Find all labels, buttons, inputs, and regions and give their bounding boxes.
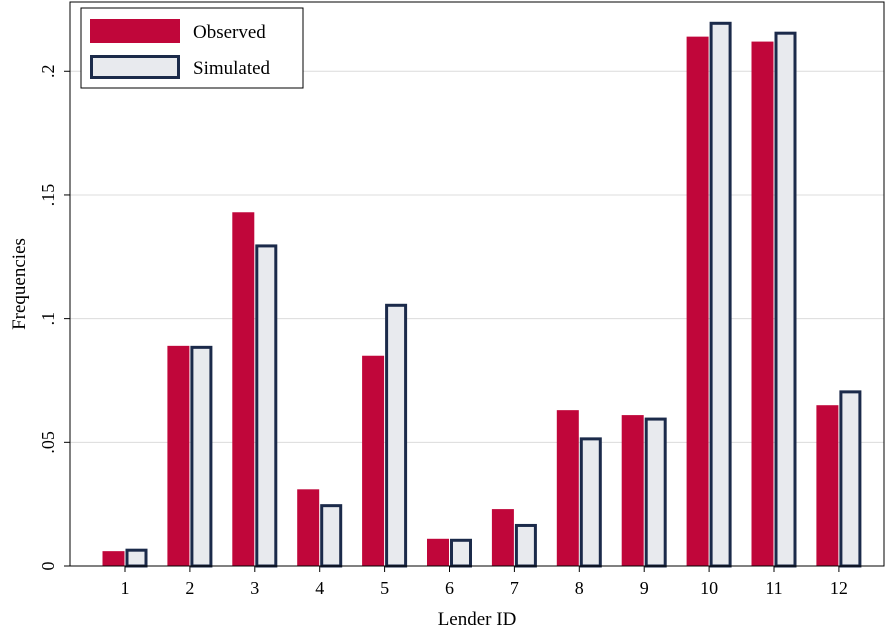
- x-tick-label: 10: [700, 578, 718, 598]
- bar-simulated-11: [774, 31, 797, 568]
- x-tick-label: 12: [830, 578, 848, 598]
- bar-simulated-4: [320, 504, 343, 568]
- y-axis: 0 .05 .1 .15 .2: [38, 65, 70, 571]
- bar-observed-12: [816, 405, 839, 566]
- x-tick-label: 7: [510, 578, 519, 598]
- bar-simulated-12: [839, 390, 862, 568]
- bar-observed-9: [621, 415, 644, 566]
- legend-swatch-observed: [90, 19, 180, 43]
- bar-simulated-6: [450, 538, 472, 568]
- x-axis: 1 2 3 4 5 6 7 8 9 10 11 12: [121, 566, 848, 598]
- bar-simulated-3: [255, 244, 278, 568]
- bar-observed-8: [556, 410, 579, 566]
- bar-simulated-1: [125, 548, 148, 568]
- bar-observed-1: [102, 551, 125, 566]
- bar-observed-5: [362, 355, 385, 566]
- bar-simulated-7: [514, 523, 537, 568]
- bar-simulated-5: [385, 303, 408, 568]
- x-tick-label: 4: [315, 578, 324, 598]
- legend: Observed Simulated: [80, 7, 304, 89]
- bar-simulated-2: [190, 345, 213, 568]
- legend-swatch-simulated: [90, 55, 180, 79]
- bar-observed-11: [751, 41, 774, 566]
- bars: [102, 21, 862, 568]
- y-tick-label: .05: [38, 431, 58, 454]
- y-tick-label: .15: [38, 184, 58, 207]
- y-tick-label: .2: [38, 65, 58, 79]
- x-axis-title: Lender ID: [438, 609, 517, 630]
- x-tick-label: 5: [380, 578, 389, 598]
- bar-observed-7: [491, 509, 514, 566]
- y-tick-label: .1: [38, 312, 58, 326]
- x-tick-label: 9: [640, 578, 649, 598]
- legend-label-observed: Observed: [193, 22, 266, 43]
- y-tick-label: 0: [38, 562, 58, 571]
- bar-observed-3: [232, 212, 255, 566]
- bar-simulated-9: [644, 417, 667, 568]
- bar-observed-2: [167, 345, 190, 566]
- x-tick-label: 8: [575, 578, 584, 598]
- bar-observed-10: [686, 36, 709, 566]
- x-tick-label: 2: [185, 578, 194, 598]
- bar-observed-6: [427, 538, 449, 566]
- y-axis-title: Frequencies: [9, 238, 30, 330]
- bar-simulated-8: [579, 437, 602, 568]
- bar-observed-4: [297, 489, 320, 566]
- x-tick-label: 11: [765, 578, 782, 598]
- plot-frame: [69, 1, 885, 567]
- bar-simulated-10: [709, 21, 732, 568]
- x-tick-label: 1: [121, 578, 130, 598]
- x-tick-label: 3: [250, 578, 259, 598]
- x-tick-label: 6: [445, 578, 454, 598]
- legend-label-simulated: Simulated: [193, 58, 271, 79]
